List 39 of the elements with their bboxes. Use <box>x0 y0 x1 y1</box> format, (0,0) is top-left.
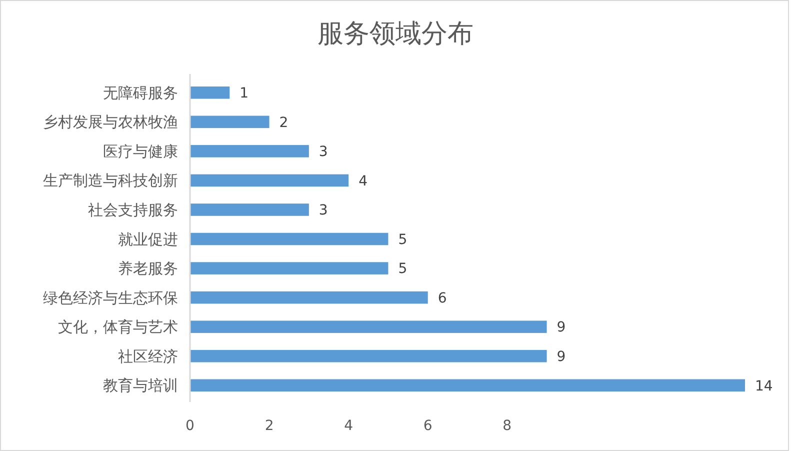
y-tick-label: 无障碍服务 <box>103 84 178 102</box>
y-tick-label: 就业促进 <box>118 231 178 248</box>
data-label: 6 <box>438 290 447 306</box>
x-tick-label: 6 <box>423 418 432 434</box>
y-tick-label: 社区经济 <box>118 348 178 366</box>
y-tick-label: 绿色经济与生态环保 <box>43 290 178 307</box>
data-label: 3 <box>318 144 328 160</box>
bar <box>190 232 388 246</box>
bar <box>190 174 349 187</box>
data-label: 5 <box>398 261 408 278</box>
y-tick-label: 医疗与健康 <box>103 143 178 160</box>
data-label: 4 <box>358 173 368 190</box>
bar <box>190 262 388 274</box>
x-tick-label: 2 <box>264 418 274 434</box>
data-label: 3 <box>318 202 328 219</box>
y-tick-label: 教育与培训 <box>103 378 178 395</box>
y-tick-label: 乡村发展与农林牧渔 <box>43 114 178 132</box>
data-label: 1 <box>240 86 249 102</box>
bar <box>190 204 309 216</box>
data-label: 9 <box>556 320 566 336</box>
chart-title: 服务领域分布 <box>318 19 474 48</box>
y-tick-label: 文化，体育与艺术 <box>58 319 178 336</box>
data-label: 14 <box>755 378 773 394</box>
x-tick-label: 4 <box>344 418 354 434</box>
bar <box>190 291 428 304</box>
bar <box>190 116 270 128</box>
y-tick-label: 社会支持服务 <box>88 202 178 219</box>
data-label: 2 <box>279 114 288 131</box>
y-tick-label: 生产制造与科技创新 <box>43 172 178 190</box>
bar <box>190 86 230 99</box>
bar <box>190 379 745 392</box>
data-label: 5 <box>398 232 408 248</box>
y-tick-label: 养老服务 <box>118 260 178 278</box>
x-tick-label: 0 <box>186 418 194 434</box>
x-tick-label: 8 <box>502 418 512 434</box>
bar <box>190 320 547 333</box>
bar <box>190 350 547 362</box>
bar <box>190 145 309 158</box>
data-label: 9 <box>556 348 566 365</box>
